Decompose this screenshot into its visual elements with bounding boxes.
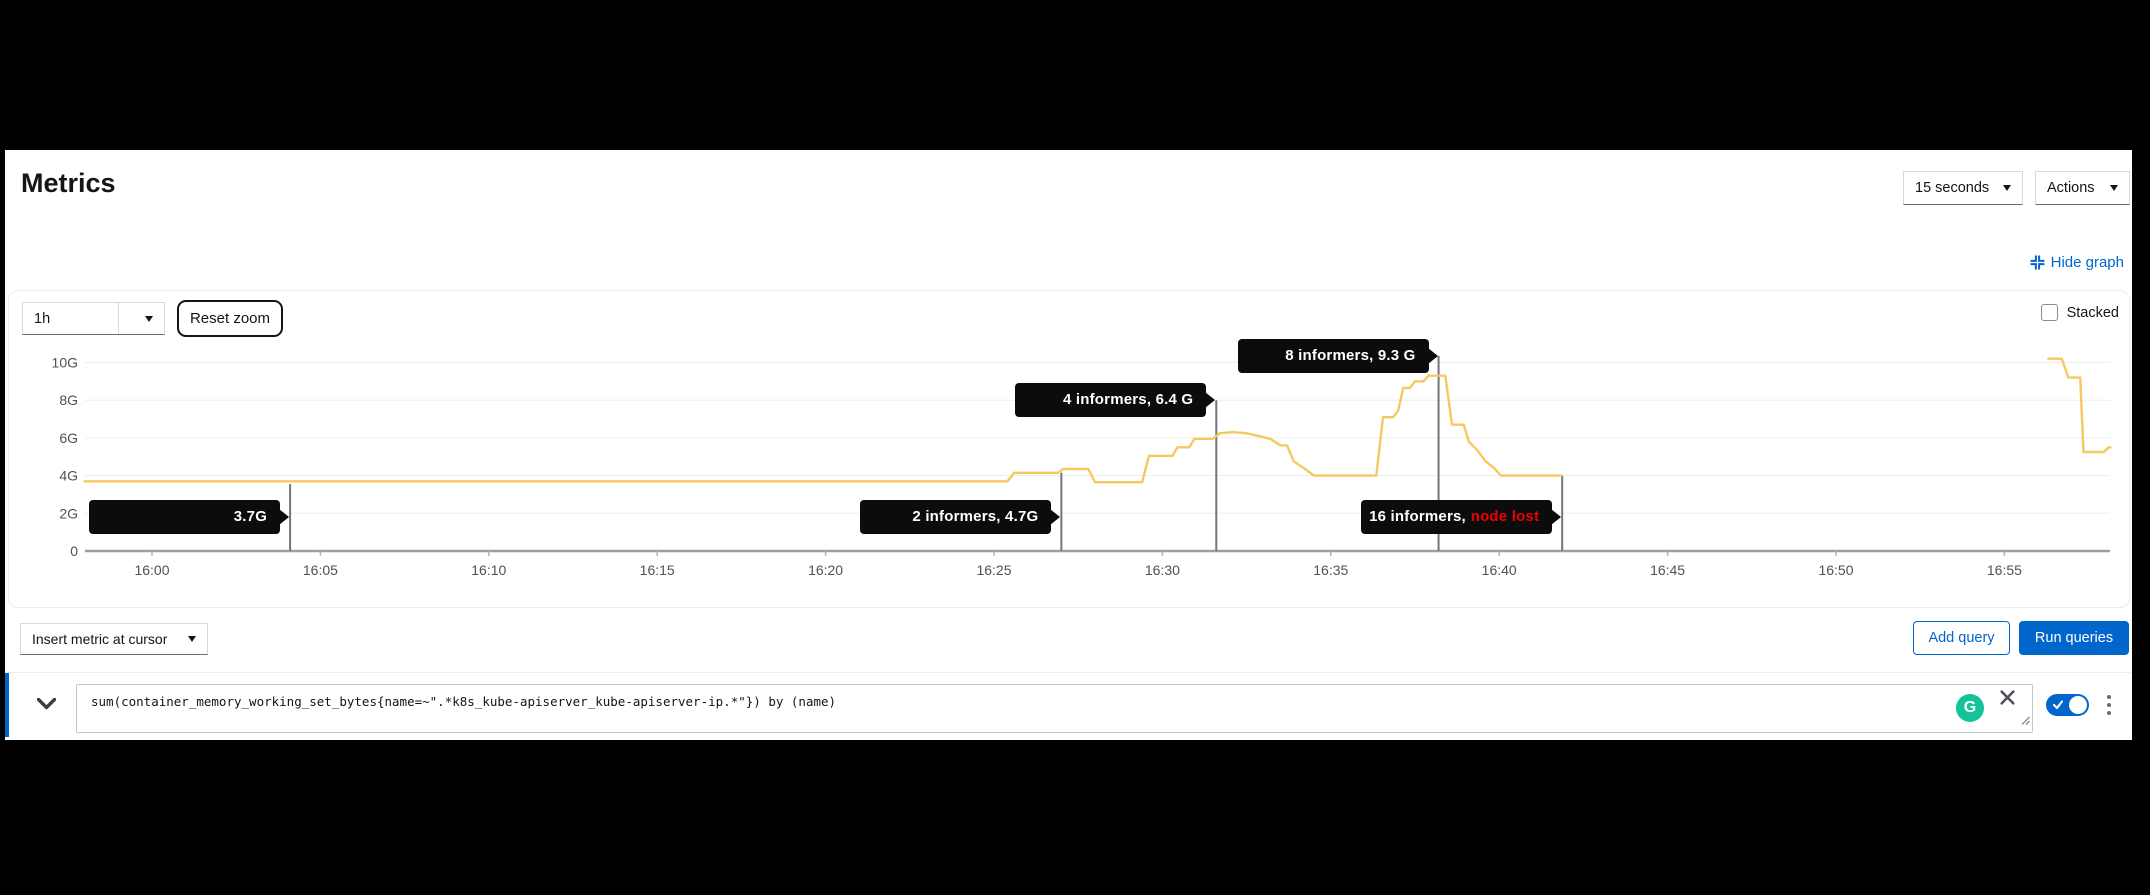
chevron-down-icon xyxy=(36,697,57,710)
query-row: sum(container_memory_working_set_bytes{n… xyxy=(5,672,2132,737)
close-icon xyxy=(2000,690,2015,705)
graph-panel: 1h Reset zoom Stacked xyxy=(8,290,2130,608)
refresh-interval-value: 15 seconds xyxy=(1915,180,1990,196)
duration-caret-zone xyxy=(118,303,153,334)
chevron-down-icon xyxy=(145,315,153,322)
run-queries-button[interactable]: Run queries xyxy=(2019,621,2129,655)
stacked-label: Stacked xyxy=(2066,304,2119,321)
query-row-accent xyxy=(5,673,9,737)
metrics-page: Metrics 15 seconds Actions Hide graph 1h… xyxy=(5,150,2132,740)
stacked-control: Stacked xyxy=(2040,304,2119,321)
hide-graph-label: Hide graph xyxy=(2050,254,2124,271)
clear-query-button[interactable] xyxy=(1999,689,2016,711)
expand-query-chevron[interactable] xyxy=(36,697,57,715)
textarea-resize-handle[interactable] xyxy=(2019,713,2031,731)
duration-select[interactable]: 1h xyxy=(22,302,165,335)
insert-metric-label: Insert metric at cursor xyxy=(32,631,168,647)
chevron-down-icon xyxy=(188,636,196,642)
annotation-8-informers: 8 informers, 9.3 G xyxy=(1237,338,1438,373)
insert-metric-select[interactable]: Insert metric at cursor xyxy=(20,623,208,655)
query-expression-text: sum(container_memory_working_set_bytes{n… xyxy=(91,694,1942,709)
check-icon xyxy=(2053,700,2063,710)
grammarly-icon[interactable]: G xyxy=(1956,694,1984,722)
toggle-knob xyxy=(2069,696,2087,714)
query-text-misspelled: k8s_kube-apiserver_kube-apiserver-ip. xyxy=(452,694,731,709)
add-query-button[interactable]: Add query xyxy=(1913,621,2010,655)
chevron-down-icon xyxy=(2003,185,2011,191)
annotation-2-informers: 2 informers, 4.7G xyxy=(860,500,1061,535)
reset-zoom-button[interactable]: Reset zoom xyxy=(177,300,283,337)
hide-graph-link[interactable]: Hide graph xyxy=(2030,254,2124,271)
actions-label: Actions xyxy=(2047,180,2095,196)
annotation-3-7g: 3.7G xyxy=(89,500,290,535)
query-enabled-toggle[interactable] xyxy=(2046,694,2089,716)
annotation-4-informers: 4 informers, 6.4 G xyxy=(1015,383,1216,418)
compress-icon xyxy=(2030,255,2045,270)
actions-dropdown[interactable]: Actions xyxy=(2035,171,2130,205)
kebab-menu[interactable] xyxy=(2105,693,2113,717)
refresh-interval-select[interactable]: 15 seconds xyxy=(1903,171,2023,205)
chevron-down-icon xyxy=(2110,185,2118,191)
query-text-pre: sum(container_memory_working_set_bytes{n… xyxy=(91,694,453,709)
annotation-16-informers-node-lost: 16 informers, node lost xyxy=(1361,500,1562,535)
stacked-checkbox[interactable] xyxy=(2040,304,2058,321)
duration-value: 1h xyxy=(34,310,51,327)
query-text-post: *"}) by (name) xyxy=(730,694,837,709)
page-title: Metrics xyxy=(21,168,116,198)
query-expression-input[interactable]: sum(container_memory_working_set_bytes{n… xyxy=(76,684,2033,733)
